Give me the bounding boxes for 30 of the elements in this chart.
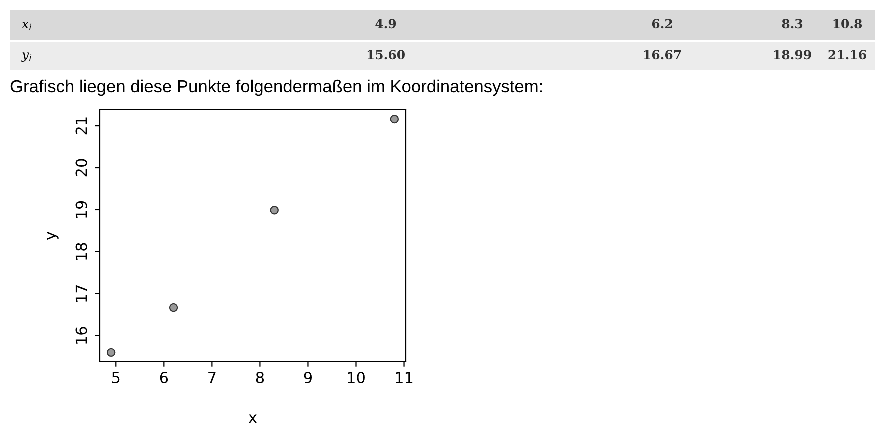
x-tick-label: 10 <box>348 372 365 384</box>
y-tick-label: 21 <box>76 118 88 135</box>
x-tick-label: 6 <box>160 372 168 384</box>
text: 15.60 <box>368 50 405 60</box>
text: y$_{i}$ <box>22 52 32 62</box>
y-tick-label: 20 <box>76 159 88 177</box>
text: Grafisch liegen diese Punkte folgendermaßen im Koordinatensystem: <box>10 80 542 96</box>
text: 8.3 <box>782 19 803 29</box>
x-tick-label: 11 <box>396 372 413 384</box>
y-tick-label: 17 <box>76 286 88 302</box>
y-axis-title: y <box>47 232 59 240</box>
text: 10.8 <box>834 19 862 29</box>
y-tick-label: 18 <box>76 243 88 260</box>
y-tick-label: 16 <box>76 327 88 344</box>
x-tick-label: 9 <box>304 372 312 384</box>
text: 6.2 <box>652 19 672 29</box>
x-tick-label: 8 <box>256 372 264 384</box>
point <box>106 348 116 358</box>
x-tick-label: 7 <box>208 372 216 384</box>
text: 21.16 <box>828 50 866 60</box>
point <box>270 206 279 215</box>
y-tick-label: 19 <box>76 201 88 218</box>
point <box>390 114 400 124</box>
x-axis-title: x <box>248 414 258 424</box>
text: x$_{i}$ <box>22 22 32 30</box>
text: 18.99 <box>774 50 812 60</box>
point <box>169 303 178 312</box>
x-tick-label: 5 <box>112 372 120 384</box>
text: 16.67 <box>644 50 682 60</box>
text: 4.9 <box>376 19 396 29</box>
